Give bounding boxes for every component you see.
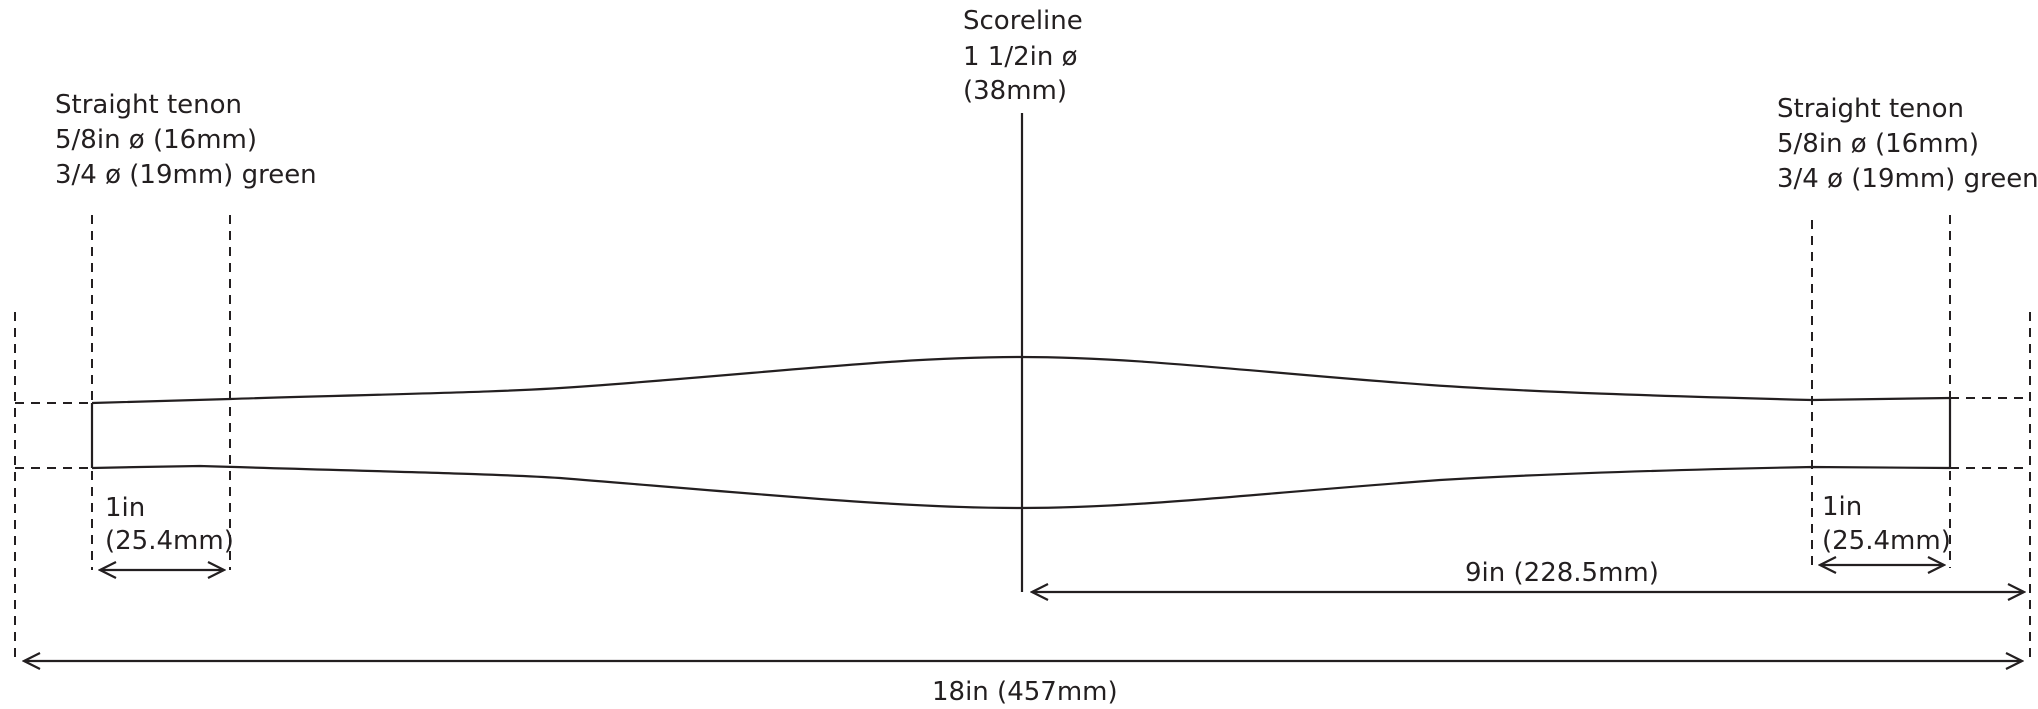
right-tenon-label-diameter: 5/8in ø (16mm) (1777, 129, 1979, 159)
left-tenon-label-green: 3/4 ø (19mm) green (55, 160, 317, 190)
right-tenon-label-green: 3/4 ø (19mm) green (1777, 164, 2038, 194)
left-tenon-length-label: 1in (105, 493, 145, 523)
stretcher-top-edge (91, 355, 1951, 405)
overall-length-label: 18in (457mm) (932, 677, 1118, 707)
left-tenon-length-metric: (25.4mm) (105, 526, 234, 556)
right-tenon-length-label: 1in (1822, 492, 1862, 522)
scoreline-label-metric: (38mm) (963, 76, 1067, 106)
stretcher-bottom-edge (91, 464, 1951, 510)
half-length-label: 9in (228.5mm) (1465, 558, 1659, 588)
right-tenon-label-title: Straight tenon (1777, 94, 1964, 124)
left-tenon-label-title: Straight tenon (55, 90, 242, 120)
right-tenon-length-metric: (25.4mm) (1822, 526, 1951, 556)
scoreline-label-diameter: 1 1/2in ø (963, 42, 1078, 72)
scoreline-label-title: Scoreline (963, 6, 1083, 36)
left-tenon-label-diameter: 5/8in ø (16mm) (55, 125, 257, 155)
